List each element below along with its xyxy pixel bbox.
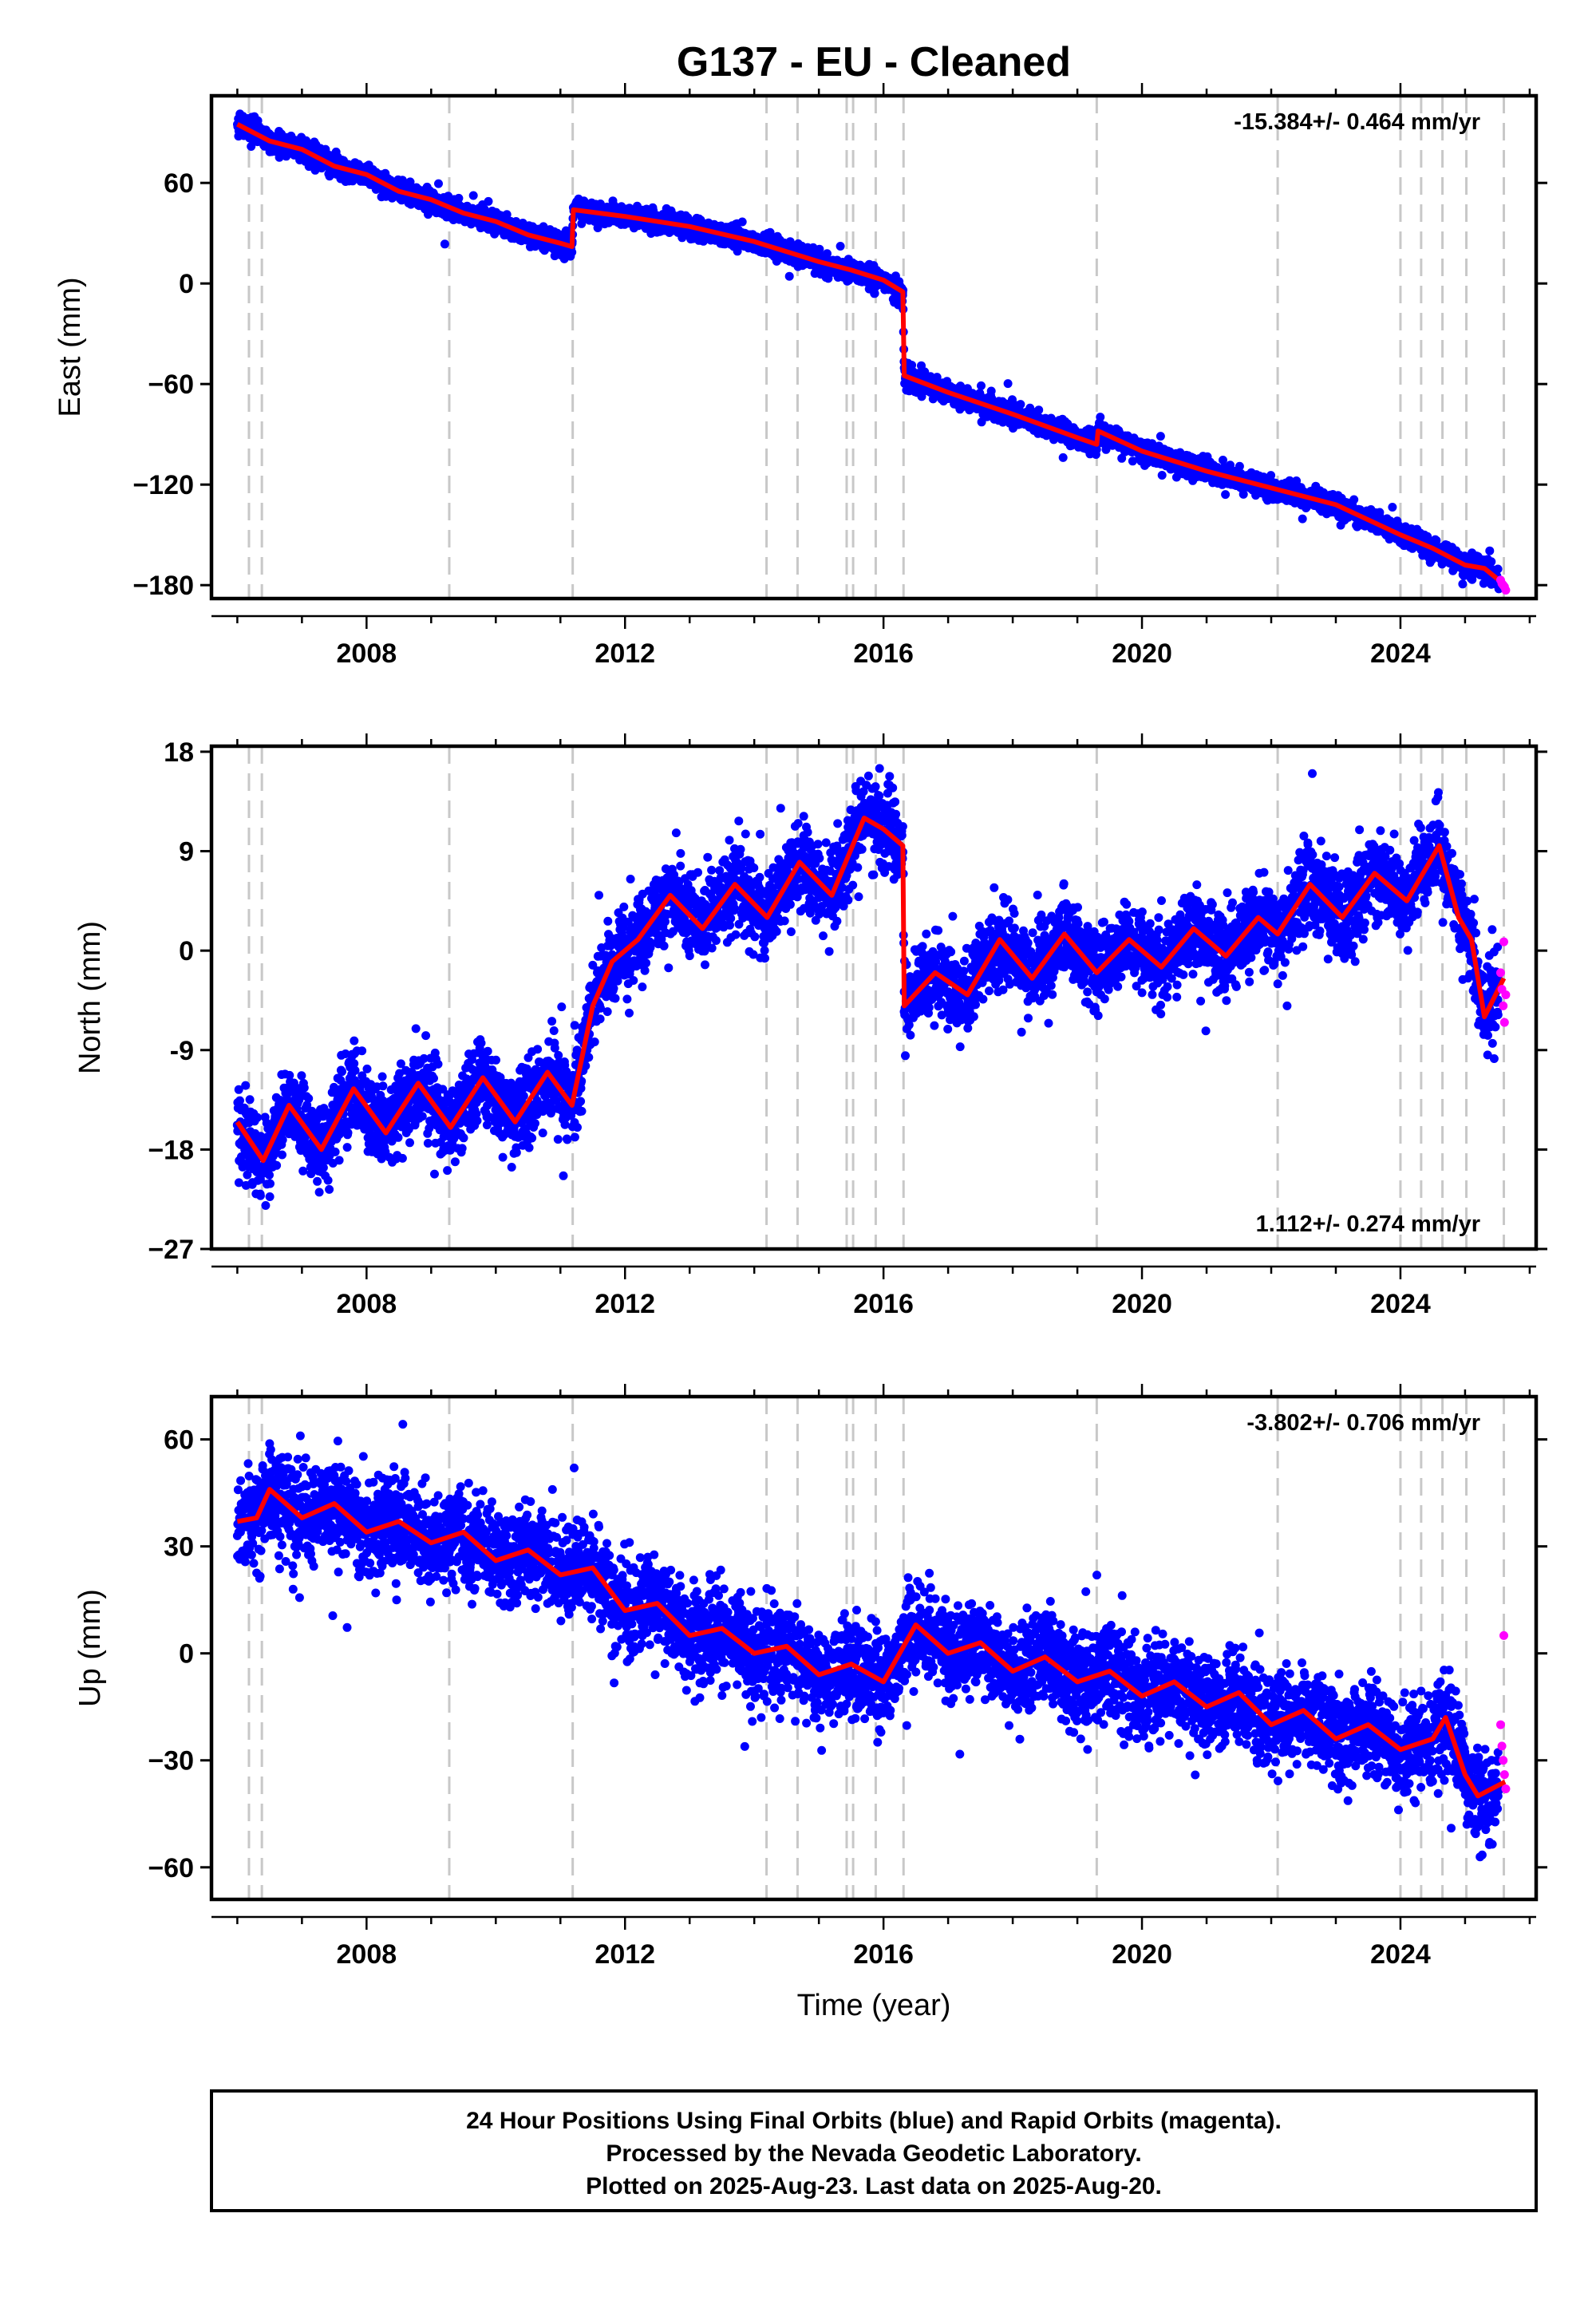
x-tick-label: 2016: [853, 638, 914, 669]
y-tick-label: 60: [164, 1425, 194, 1456]
y-axis-label: Up (mm): [73, 1589, 107, 1707]
x-tick-label: 2020: [1112, 1289, 1172, 1319]
x-tick-label: 2016: [853, 1939, 914, 1970]
rapid-orbit-point: [1497, 1741, 1507, 1751]
x-tick-label: 2008: [337, 1939, 397, 1970]
footer-border: [210, 2089, 1538, 2212]
rapid-orbit-point: [1499, 1001, 1508, 1010]
y-tick-label: −30: [148, 1746, 194, 1777]
velocity-rate-label: -3.802+/- 0.706 mm/yr: [1246, 1410, 1480, 1436]
plot-area: [233, 96, 1511, 599]
rapid-orbit-point: [1501, 1784, 1511, 1793]
rapid-orbit-point: [1499, 1770, 1509, 1780]
y-tick-label: 60: [164, 168, 194, 199]
velocity-rate-label: 1.112+/- 0.274 mm/yr: [1256, 1211, 1480, 1237]
footer-box: 24 Hour Positions Using Final Orbits (bl…: [210, 2089, 1538, 2212]
plot-frame: [209, 744, 1539, 1251]
footer-line-2: Processed by the Nevada Geodetic Laborat…: [606, 2140, 1141, 2167]
x-tick-label: 2008: [337, 638, 397, 669]
footer-line-1: 24 Hour Positions Using Final Orbits (bl…: [466, 2108, 1282, 2134]
up-panel: 60 30 0 −30 −60 2008 2012 2016 2020 2024 Up (mm) Ti…: [73, 1384, 1547, 2022]
y-tick-label: 9: [179, 837, 194, 868]
y-tick-label: −27: [148, 1235, 194, 1265]
north-panel: 18 9 0 -9 −18 −27 2008 2012 2016 2020 2024 North (m…: [73, 733, 1547, 1319]
velocity-rate-label: -15.384+/- 0.464 mm/yr: [1234, 109, 1480, 135]
y-tick-label: 0: [179, 269, 194, 299]
y-tick-label: −60: [148, 1853, 194, 1883]
footer-line-3: Plotted on 2025-Aug-23. Last data on 202…: [586, 2173, 1162, 2199]
rapid-orbit-point: [1499, 1756, 1508, 1765]
y-axis-label: East (mm): [53, 277, 87, 417]
rapid-orbit-point: [1499, 1018, 1509, 1027]
plot-area: [232, 746, 1511, 1249]
x-tick-label: 2016: [853, 1289, 914, 1319]
y-tick-label: 30: [164, 1532, 194, 1563]
plot-frame: [209, 93, 1539, 601]
x-tick-label: 2012: [595, 1289, 655, 1319]
x-tick-label: 2020: [1112, 638, 1172, 669]
model-line: [236, 1487, 1507, 1799]
x-tick-label: 2020: [1112, 1939, 1172, 1970]
y-tick-label: −60: [148, 370, 194, 400]
x-tick-label: 2008: [337, 1289, 397, 1319]
y-tick-label: 18: [164, 737, 194, 768]
east-panel: 60 0 −60 −120 −180 2008 2012 2016 2020 2024 East (…: [53, 83, 1547, 669]
x-tick-label: 2012: [595, 1939, 655, 1970]
rapid-orbit-point: [1501, 990, 1511, 1000]
model-line: [235, 816, 1507, 1164]
y-tick-label: 0: [179, 936, 194, 966]
rapid-orbit-point: [1495, 1720, 1505, 1729]
x-axis-label: Time (year): [797, 1989, 951, 2022]
y-tick-label: −120: [132, 470, 194, 500]
y-axis-label: North (mm): [73, 921, 107, 1074]
x-tick-label: 2012: [595, 638, 655, 669]
plot-frame: [209, 1394, 1539, 1902]
rapid-orbit-point: [1495, 968, 1505, 978]
rapid-orbit-point: [1501, 586, 1511, 595]
model-line: [236, 122, 1507, 587]
y-tick-label: −180: [132, 571, 194, 601]
plot-area: [232, 1397, 1511, 1899]
x-tick-label: 2024: [1370, 638, 1431, 669]
rapid-orbit-point: [1499, 937, 1509, 947]
y-tick-label: 0: [179, 1639, 194, 1670]
x-tick-label: 2024: [1370, 1289, 1431, 1319]
y-tick-label: -9: [170, 1036, 194, 1066]
y-tick-label: −18: [148, 1135, 194, 1165]
rapid-orbit-point: [1499, 1630, 1509, 1640]
x-tick-label: 2024: [1370, 1939, 1431, 1970]
figure-title: G137 - EU - Cleaned: [677, 39, 1071, 85]
